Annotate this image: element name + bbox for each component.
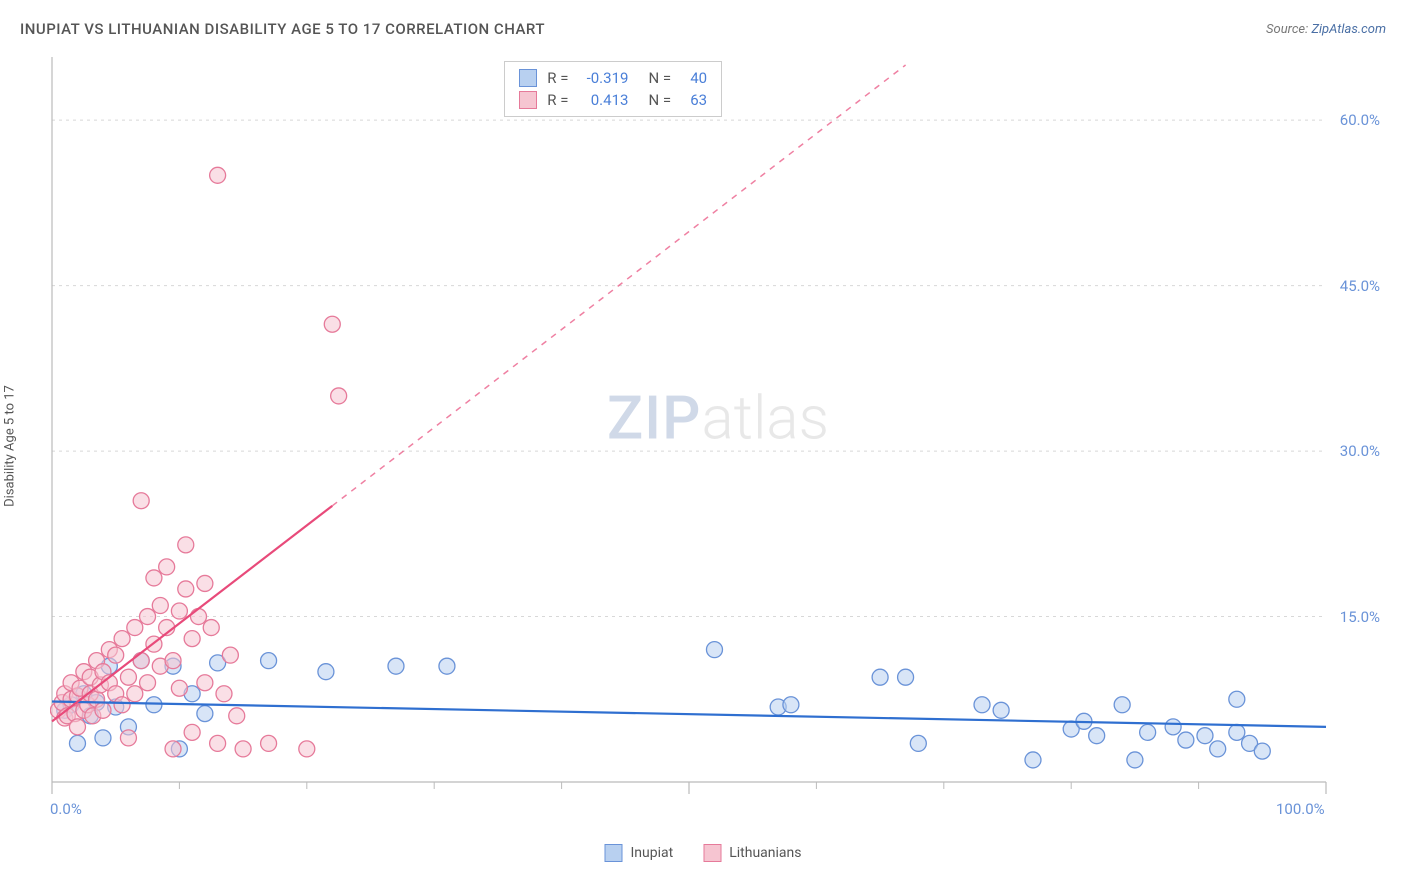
stats-row: R = -0.319 N = 40 [519,67,707,89]
source-link[interactable]: ZipAtlas.com [1311,22,1386,37]
source-prefix: Source: [1266,22,1311,37]
chart-title: INUPIAT VS LITHUANIAN DISABILITY AGE 5 T… [20,20,545,38]
scatter-chart [50,55,1386,812]
y-tick-label: 60.0% [1340,111,1380,129]
stats-row: R = 0.413 N = 63 [519,89,707,111]
y-axis-label: Disability Age 5 to 17 [3,385,18,507]
n-value: 63 [681,91,707,109]
correlation-stats-box: R = -0.319 N = 40 R = 0.413 N = 63 [504,61,722,117]
n-label: N = [648,69,671,87]
source-attribution: Source: ZipAtlas.com [1266,22,1386,37]
series-swatch [519,91,537,109]
legend-label: Lithuanians [729,845,801,861]
r-value: -0.319 [578,69,628,87]
n-value: 40 [681,69,707,87]
n-label: N = [648,91,671,109]
legend-item: Lithuanians [703,844,801,862]
y-tick-label: 15.0% [1340,608,1380,626]
chart-area: ZIPatlas R =-0.319N =40R =0.413N =63 15.… [50,55,1386,812]
r-value: 0.413 [578,91,628,109]
legend-swatch [703,844,721,862]
x-tick-label: 0.0% [50,800,82,818]
y-tick-label: 45.0% [1340,277,1380,295]
series-legend: Inupiat Lithuanians [605,844,802,862]
series-swatch [519,69,537,87]
x-tick-label: 100.0% [1276,800,1325,818]
legend-label: Inupiat [631,845,674,861]
r-label: R = [547,91,568,109]
r-label: R = [547,69,568,87]
y-tick-label: 30.0% [1340,442,1380,460]
legend-swatch [605,844,623,862]
legend-item: Inupiat [605,844,674,862]
